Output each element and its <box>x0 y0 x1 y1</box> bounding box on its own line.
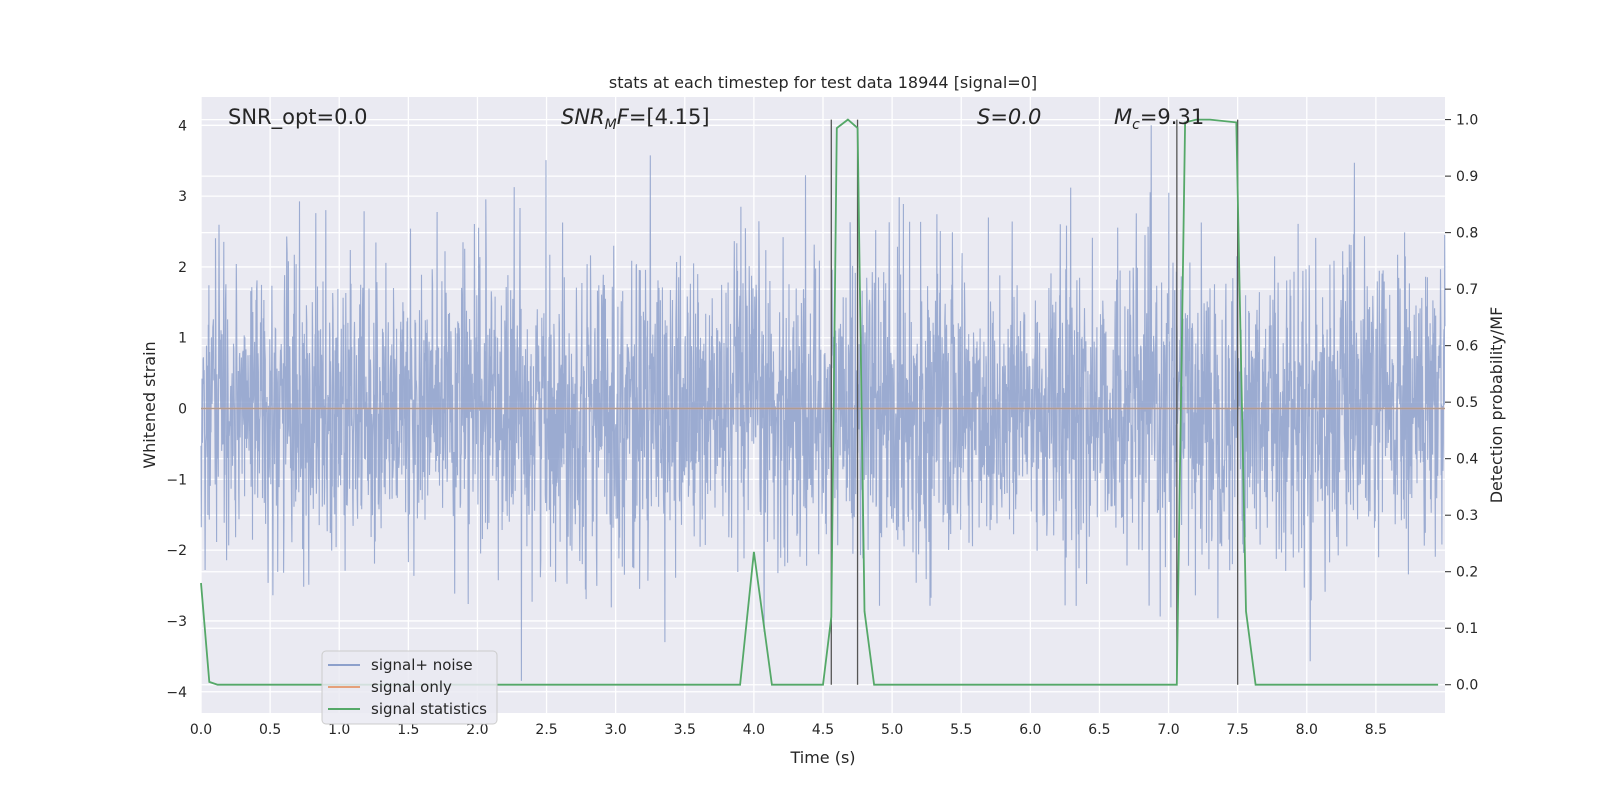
y-ticks-right: 0.0 0.1 0.2 0.3 0.4 0.5 0.6 0.7 0.8 0.9 1.0 <box>1445 113 1478 694</box>
x-tick-label: 4.5 <box>812 722 834 738</box>
y-tick-label-left: −1 <box>166 472 187 488</box>
y-tick-label-right: 1.0 <box>1456 113 1478 129</box>
y-tick-label-left: 3 <box>178 189 187 205</box>
x-tick-label: 4.0 <box>743 722 765 738</box>
y-tick-label-left: −2 <box>166 543 187 559</box>
legend: signal+ noise signal only signal statist… <box>321 650 498 725</box>
x-tick-label: 3.5 <box>674 722 696 738</box>
series-signal-statistics <box>200 118 1439 686</box>
x-tick-label: 6.0 <box>1019 722 1041 738</box>
y-tick-label-right: 0.8 <box>1456 226 1478 242</box>
x-tick-label: 5.0 <box>881 722 903 738</box>
x-tick-label: 2.0 <box>466 722 488 738</box>
y-tick-label-left: 2 <box>178 260 187 276</box>
annotation-s: S=0.0 <box>977 105 1041 129</box>
annotations: SNR_opt=0.0 SNRMF=[4.15] S=0.0 Mc=9.31 <box>228 105 1204 133</box>
annotation-snr-mf: SNRMF=[4.15] <box>561 105 710 133</box>
y-tick-label-left: −3 <box>166 614 187 630</box>
x-ticks: 0.0 0.5 1.0 1.5 2.0 2.5 3.0 3.5 4.0 4.5 5.0 5.5 6.0 6… <box>190 722 1387 738</box>
y-tick-label-right: 0.7 <box>1456 282 1478 298</box>
y-tick-label-right: 0.3 <box>1456 508 1478 524</box>
x-tick-label: 7.5 <box>1227 722 1249 738</box>
y-tick-label-left: −4 <box>166 685 187 701</box>
y-tick-label-left: 0 <box>178 402 187 418</box>
legend-label-signal-only: signal only <box>371 678 452 696</box>
y-axis-label-left: Whitened strain <box>140 341 159 468</box>
y-axis-label-right: Detection probability/MF <box>1487 307 1506 504</box>
y-tick-label-right: 0.1 <box>1456 621 1478 637</box>
legend-box <box>321 650 498 725</box>
annotation-mc: Mc=9.31 <box>1114 105 1204 133</box>
legend-label-signal-statistics: signal statistics <box>371 700 487 718</box>
y-ticks-left: −4 −3 −2 −1 0 1 2 3 4 <box>166 118 187 700</box>
x-tick-label: 0.0 <box>190 722 212 738</box>
legend-label-signal-noise: signal+ noise <box>371 656 473 674</box>
x-tick-label: 1.0 <box>328 722 350 738</box>
y-tick-label-right: 0.2 <box>1456 565 1478 581</box>
y-tick-label-right: 0.6 <box>1456 339 1478 355</box>
x-tick-label: 1.5 <box>397 722 419 738</box>
y-tick-label-right: 0.5 <box>1456 395 1478 411</box>
x-tick-label: 8.0 <box>1296 722 1318 738</box>
x-tick-label: 2.5 <box>535 722 557 738</box>
x-tick-label: 8.5 <box>1365 722 1387 738</box>
annotation-snr-opt: SNR_opt=0.0 <box>228 105 368 130</box>
x-tick-label: 7.0 <box>1157 722 1179 738</box>
chart-title: stats at each timestep for test data 189… <box>609 73 1037 92</box>
x-axis-label: Time (s) <box>789 748 855 767</box>
x-tick-label: 3.0 <box>605 722 627 738</box>
y-tick-label-left: 4 <box>178 118 187 134</box>
y-tick-label-right: 0.4 <box>1456 452 1478 468</box>
x-tick-label: 6.5 <box>1088 722 1110 738</box>
y-tick-label-right: 0.0 <box>1456 678 1478 694</box>
signal-statistics-line <box>200 118 1439 686</box>
x-tick-label: 0.5 <box>259 722 281 738</box>
x-tick-label: 5.5 <box>950 722 972 738</box>
y-tick-label-left: 1 <box>178 331 187 347</box>
y-tick-label-right: 0.9 <box>1456 169 1478 185</box>
